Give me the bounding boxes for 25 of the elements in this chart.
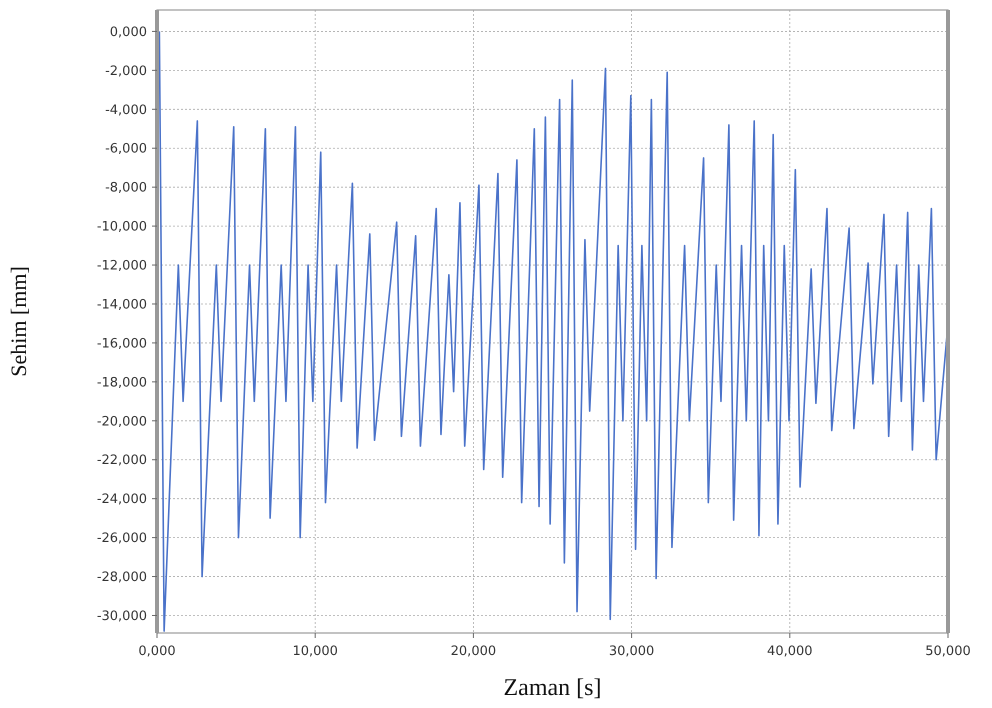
- y-tick-label: -2,000: [105, 64, 147, 79]
- y-tick-label: -26,000: [96, 531, 147, 546]
- y-tick-label: -16,000: [96, 336, 147, 352]
- x-tick-label: 0,000: [138, 644, 176, 659]
- y-axis-title: Sehim [mm]: [6, 266, 31, 377]
- x-tick-label: 10,000: [292, 644, 338, 659]
- y-tick-label: -8,000: [105, 180, 147, 196]
- x-tick-label: 40,000: [767, 644, 813, 659]
- y-tick-label: -18,000: [96, 375, 147, 390]
- x-tick-label: 20,000: [450, 644, 496, 659]
- y-tick-label: -12,000: [96, 258, 147, 274]
- x-tick-label: 50,000: [925, 644, 971, 659]
- x-tick-label: 30,000: [608, 644, 654, 659]
- y-tick-label: -20,000: [96, 414, 147, 430]
- y-tick-label: -28,000: [96, 570, 147, 586]
- y-tick-label: 0,000: [110, 24, 147, 40]
- x-axis-title: Zaman [s]: [504, 675, 602, 701]
- y-tick-label: -22,000: [96, 453, 147, 468]
- y-tick-label: -14,000: [96, 297, 147, 312]
- y-tick-label: -30,000: [96, 608, 147, 624]
- y-tick-label: -10,000: [96, 220, 147, 235]
- y-tick-label: -24,000: [96, 492, 147, 508]
- y-tick-label: -4,000: [105, 102, 147, 118]
- line-series: [158, 30, 949, 632]
- y-tick-label: -6,000: [105, 142, 147, 157]
